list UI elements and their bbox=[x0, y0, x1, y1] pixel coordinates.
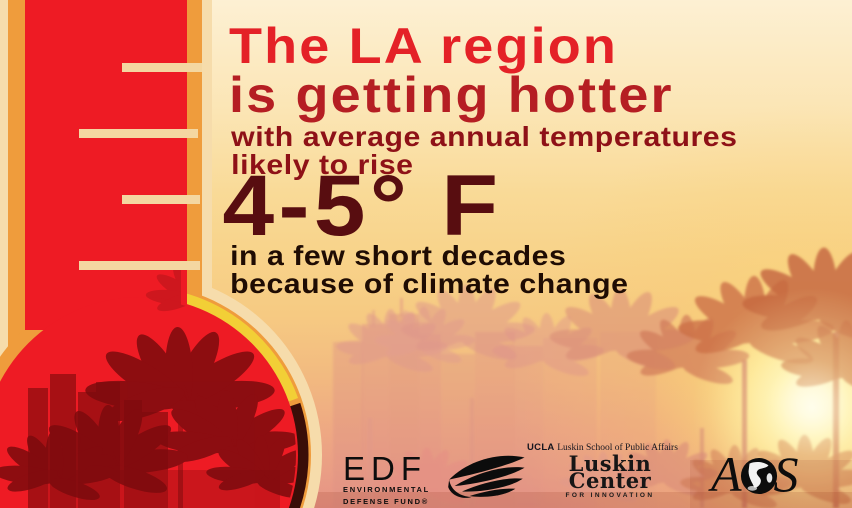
ucla-school-text: Luskin School of Public Affairs bbox=[557, 443, 678, 453]
luskin-line-2: Center bbox=[568, 468, 652, 493]
edf-acronym: EDF bbox=[343, 450, 427, 487]
luskin-center-wordmark: Luskin Center FOR INNOVATION bbox=[559, 451, 661, 499]
luskin-line-1: Luskin bbox=[568, 451, 652, 476]
thermometer-ticks bbox=[79, 63, 202, 270]
bulb-city-silhouette bbox=[0, 260, 296, 508]
bulb-rim-shadow bbox=[0, 286, 309, 508]
luskin-tagline: FOR INNOVATION bbox=[565, 492, 655, 499]
ucla-luskin-logo: UCLA Luskin School of Public Affairs Lus… bbox=[527, 442, 717, 499]
aos-letter-s: S bbox=[773, 446, 799, 502]
aos-letter-a: A bbox=[711, 446, 742, 502]
ucla-wordmark: UCLA bbox=[527, 442, 555, 453]
globe-icon bbox=[740, 457, 777, 495]
sun-core-glow bbox=[600, 240, 852, 508]
edf-name-line-2: DEFENSE FUND® bbox=[343, 497, 429, 507]
edf-name-line-1: ENVIRONMENTAL bbox=[343, 485, 430, 495]
ucla-school-name: UCLA Luskin School of Public Affairs bbox=[527, 442, 717, 453]
aos-logo: A S bbox=[711, 446, 799, 502]
edf-bird-icon bbox=[448, 455, 525, 498]
edf-logo: EDF ENVIRONMENTAL DEFENSE FUND® bbox=[343, 450, 533, 507]
thermometer-graphic bbox=[0, 0, 322, 508]
